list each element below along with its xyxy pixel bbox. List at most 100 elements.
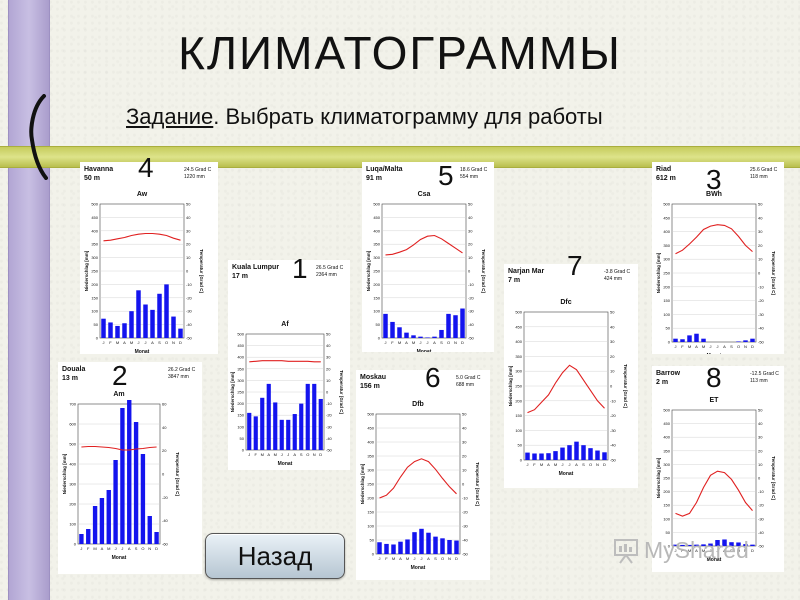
presentation-board-icon: [614, 539, 638, 564]
y-tick-label: 400: [91, 228, 98, 233]
y-axis-title: Niederschlag [mm]: [62, 453, 67, 494]
y-axis-title: Niederschlag [mm]: [360, 463, 365, 504]
mean-temperature: -3.8 Grad C: [604, 269, 631, 275]
y2-tick-label: -30: [186, 309, 193, 314]
y-tick-label: 300: [69, 482, 76, 487]
precip-bar: [273, 402, 278, 450]
precip-bar: [588, 448, 593, 460]
y2-axis-title: Temperatur [Grad C]: [771, 251, 776, 295]
y-tick-label: 300: [91, 255, 98, 260]
climate-chart-kuala-lumpur[interactable]: Kuala Lumpur 17 m 26.5 Grad C 2364 mm Af 500 4…: [228, 260, 350, 470]
climate-chart-riad[interactable]: Riad 612 m 25.6 Grad C 118 mm BWh 500 450 400 35…: [652, 162, 784, 354]
y2-tick-label: -10: [758, 489, 765, 494]
y2-tick-label: -20: [326, 413, 333, 418]
precip-bar: [687, 544, 692, 546]
station-elevation: 7 m: [508, 277, 520, 284]
back-button[interactable]: Назад: [205, 533, 345, 579]
station-name: Douala: [62, 366, 85, 373]
y-tick-label: 350: [663, 243, 670, 248]
mean-temperature: 18.6 Grad C: [460, 167, 488, 173]
x-axis-title: Monat: [135, 349, 150, 354]
y2-tick-label: 30: [462, 440, 467, 445]
decorative-vertical-ribbon: [8, 0, 50, 600]
precip-bar: [439, 329, 444, 338]
y2-tick-label: -60: [162, 542, 169, 547]
month-label: A: [128, 546, 131, 551]
y-tick-label: 300: [367, 468, 374, 473]
precip-bar: [447, 540, 452, 554]
precip-bar: [750, 338, 755, 342]
climate-chart-narjan-mar[interactable]: Narjan Mar 7 m -3.8 Grad C 424 mm Dfc 500 450 4…: [504, 264, 638, 488]
month-label: M: [702, 548, 705, 553]
y-tick-label: 400: [663, 229, 670, 234]
y2-tick-label: -50: [186, 336, 193, 341]
watermark: MyShared: [612, 536, 749, 564]
month-label: A: [433, 340, 436, 345]
climate-chart-moskau[interactable]: Moskau 156 m 5.0 Grad C 688 mm Dfb 500 450 400 3…: [356, 370, 490, 580]
y-tick-label: 50: [370, 538, 375, 543]
climate-chart-barrow[interactable]: Barrow 2 m -12.5 Grad C 113 mm ET 500 450 400 35…: [652, 366, 784, 572]
y-tick-label: 500: [237, 332, 244, 337]
station-name: Moskau: [360, 374, 386, 381]
y-tick-label: 450: [373, 215, 380, 220]
y2-tick-label: 40: [468, 215, 473, 220]
month-label: D: [461, 340, 464, 345]
month-label: J: [248, 452, 250, 457]
y2-tick-label: 50: [186, 202, 191, 207]
y-tick-label: 400: [69, 462, 76, 467]
annual-precipitation: 113 mm: [750, 378, 768, 384]
y-tick-label: 100: [373, 309, 380, 314]
y-tick-label: 300: [237, 378, 244, 383]
y-tick-label: 50: [240, 436, 245, 441]
climate-chart-douala[interactable]: Douala 13 m 26.2 Grad C 3847 mm Am 700 600 500 4…: [58, 362, 202, 574]
y-tick-label: 350: [663, 448, 670, 453]
precip-bar: [673, 338, 678, 342]
y-tick-label: 100: [663, 516, 670, 521]
y-tick-label: 200: [237, 401, 244, 406]
precip-bar: [266, 383, 271, 450]
precip-bar: [383, 313, 388, 338]
month-label: N: [744, 344, 747, 349]
y-tick-label: 150: [373, 295, 380, 300]
y-tick-label: 150: [367, 510, 374, 515]
temperature-line: [385, 234, 463, 256]
annual-precipitation: 424 mm: [604, 276, 622, 282]
precip-bar: [405, 539, 410, 554]
month-label: O: [737, 548, 740, 553]
temperature-line: [81, 445, 157, 451]
y2-tick-label: 50: [468, 202, 473, 207]
month-label: J: [80, 546, 82, 551]
month-label: M: [688, 548, 691, 553]
y-tick-label: 600: [69, 422, 76, 427]
precip-bar: [460, 308, 465, 338]
precip-bar: [532, 453, 537, 460]
temperature-line: [527, 364, 605, 414]
y2-tick-label: 0: [162, 472, 165, 477]
y-tick-label: 200: [663, 284, 670, 289]
precip-bar: [133, 422, 139, 544]
y-tick-label: 250: [663, 476, 670, 481]
y2-tick-label: 30: [610, 339, 615, 344]
y2-tick-label: -10: [610, 398, 617, 403]
climate-chart-havanna[interactable]: Havanna 50 m 24.5 Grad C 1220 mm Aw 500 450 400…: [80, 162, 218, 354]
month-label: D: [319, 452, 322, 457]
y-tick-label: 300: [663, 462, 670, 467]
month-label: M: [261, 452, 264, 457]
climate-chart-luqa-malta[interactable]: Luqa/Malta 91 m 18.6 Grad C 554 mm Csa 500 450…: [362, 162, 494, 352]
chart-number-3: 3: [706, 164, 722, 195]
station-elevation: 156 m: [360, 383, 380, 390]
y2-tick-label: 50: [758, 408, 763, 413]
precip-bar: [115, 325, 120, 338]
y2-tick-label: -30: [468, 309, 475, 314]
y-tick-label: 250: [367, 482, 374, 487]
y2-tick-label: -40: [758, 326, 765, 331]
task-subtitle: Задание. Выбрать климатограмму для работ…: [126, 104, 603, 130]
month-label: J: [138, 340, 140, 345]
precip-bar: [412, 532, 417, 554]
precip-bar: [312, 383, 317, 450]
precip-bar: [113, 460, 118, 544]
y2-tick-label: 10: [462, 468, 467, 473]
precip-bar: [595, 450, 600, 460]
station-name: Narjan Mar: [508, 268, 544, 275]
chart-number-6: 6: [425, 362, 441, 393]
